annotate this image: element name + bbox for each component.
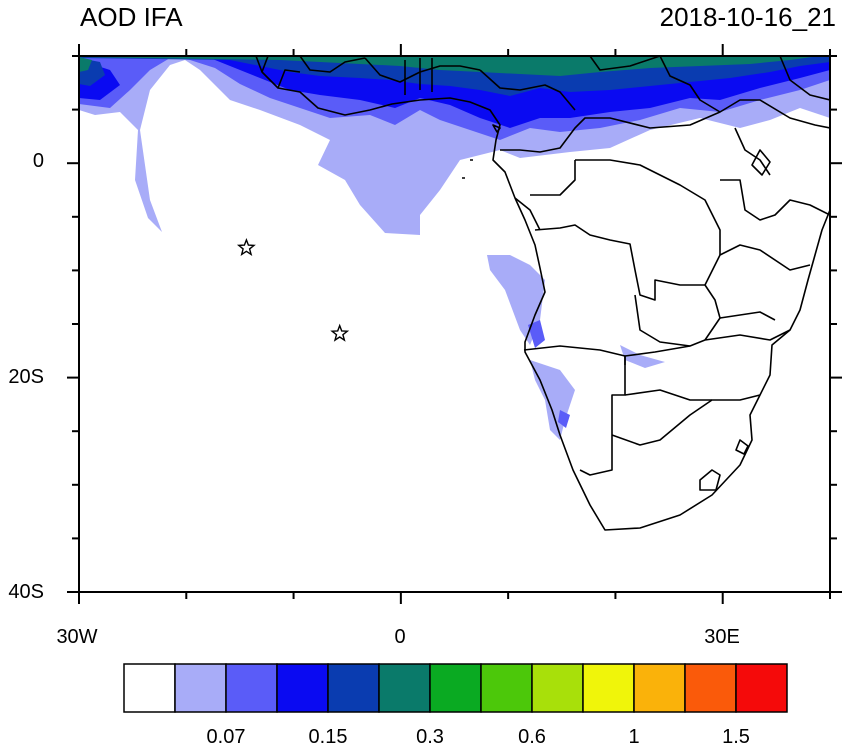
colorbar-label: 1 xyxy=(628,726,640,748)
colorbar-box xyxy=(735,663,788,713)
colorbar-box xyxy=(327,663,380,713)
colorbar-box xyxy=(429,663,482,713)
y-tick-label-20s: 20S xyxy=(8,366,44,388)
colorbar-box xyxy=(174,663,227,713)
markers-layer xyxy=(236,237,350,342)
aod-field xyxy=(79,56,830,440)
colorbar-label: 0.15 xyxy=(308,726,348,748)
axis-ticks xyxy=(67,44,842,604)
x-tick-label-30w: 30W xyxy=(56,626,98,648)
colorbar-label: 1.5 xyxy=(722,726,750,748)
y-tick-label-0: 0 xyxy=(32,150,44,172)
colorbar-box xyxy=(582,663,635,713)
colorbar-box xyxy=(225,663,278,713)
star-marker-icon xyxy=(236,237,256,257)
y-tick-label-40s: 40S xyxy=(8,581,44,603)
star-marker-icon xyxy=(330,323,350,342)
country-borders xyxy=(255,56,830,531)
colorbar-box xyxy=(480,663,533,713)
colorbar-box xyxy=(123,663,176,713)
colorbar-box xyxy=(684,663,737,713)
colorbar-box xyxy=(378,663,431,713)
colorbar-label: 0.6 xyxy=(518,726,546,748)
colorbar-box xyxy=(531,663,584,713)
map-title: AOD IFA xyxy=(80,2,183,32)
colorbar-box xyxy=(276,663,329,713)
colorbar xyxy=(123,663,788,713)
map-timestamp: 2018-10-16_21 xyxy=(659,2,836,32)
x-tick-label-30e: 30E xyxy=(704,626,740,648)
x-tick-label-0: 0 xyxy=(394,626,406,648)
colorbar-label: 0.3 xyxy=(416,726,444,748)
colorbar-label: 0.07 xyxy=(206,726,246,748)
colorbar-box xyxy=(633,663,686,713)
